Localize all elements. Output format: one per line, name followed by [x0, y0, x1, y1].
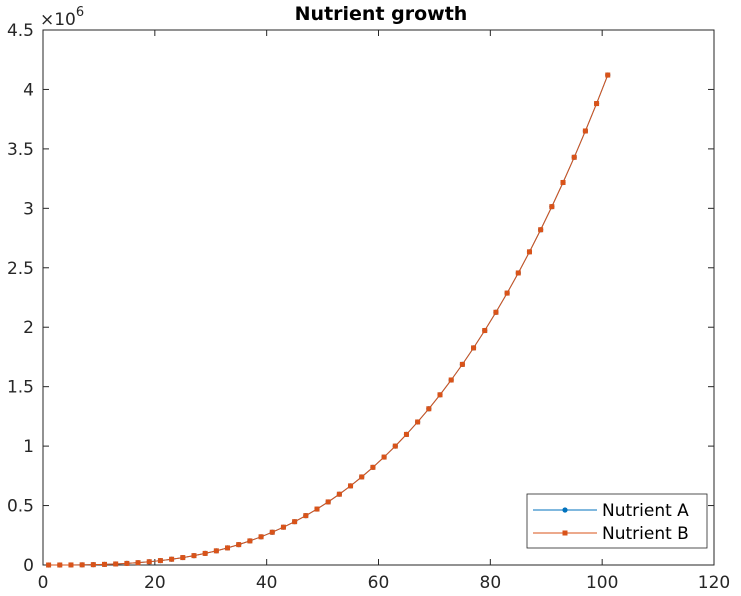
y-tick-label: 3 [23, 199, 34, 219]
data-point [180, 555, 186, 561]
data-point [370, 464, 376, 470]
data-point [191, 553, 197, 559]
data-point [471, 345, 477, 351]
data-point [426, 406, 432, 412]
data-point [68, 562, 74, 568]
y-tick-label: 0.5 [7, 497, 34, 517]
data-point [124, 560, 130, 566]
data-point [146, 559, 152, 565]
legend-marker [562, 530, 568, 536]
y-tick-label: 2.5 [7, 259, 34, 279]
data-point [582, 128, 588, 134]
data-point [504, 290, 510, 296]
data-point [102, 561, 108, 567]
data-point [157, 558, 163, 564]
data-point [46, 562, 52, 568]
legend-entry: Nutrient B [533, 524, 689, 544]
legend-label: Nutrient B [602, 524, 689, 544]
data-point [348, 483, 354, 489]
legend-label: Nutrient A [602, 501, 689, 521]
data-point [403, 431, 409, 437]
y-tick-label: 1 [23, 437, 34, 457]
y-tick-label: 0 [23, 556, 34, 576]
data-point [571, 154, 577, 160]
data-point [303, 513, 309, 519]
x-tick-label: 120 [698, 573, 730, 593]
data-point [314, 506, 320, 512]
data-point [482, 328, 488, 334]
data-point [359, 474, 365, 480]
y-tick-label: 3.5 [7, 140, 34, 160]
x-tick-label: 60 [368, 573, 390, 593]
data-point [225, 545, 231, 551]
data-point [247, 538, 253, 544]
data-point [549, 204, 555, 210]
legend-marker [562, 507, 568, 513]
series-nutrient-b [46, 72, 611, 568]
data-point [135, 560, 141, 566]
y-tick-label: 4.5 [7, 21, 34, 41]
data-point [90, 562, 96, 568]
y-axis: 0 0.5 1 1.5 2 2.5 3 3.5 4 4.5 [7, 21, 714, 576]
legend: Nutrient A Nutrient B [526, 493, 708, 549]
data-point [459, 361, 465, 367]
y-tick-label: 4 [23, 80, 34, 100]
data-point [325, 499, 331, 505]
data-point [113, 561, 119, 567]
data-point [381, 454, 387, 460]
x-tick-label: 20 [144, 573, 166, 593]
data-point [415, 419, 421, 425]
data-point [493, 309, 499, 315]
data-point [448, 377, 454, 383]
data-point [202, 550, 208, 556]
data-point [605, 72, 611, 78]
data-point [57, 562, 63, 568]
y-exponent-base: ×10 [40, 10, 76, 30]
x-tick-label: 100 [586, 573, 618, 593]
data-point [269, 529, 275, 535]
data-point [336, 491, 342, 497]
data-point [213, 548, 219, 554]
data-point [560, 179, 566, 185]
data-point [280, 524, 286, 530]
x-tick-label: 40 [256, 573, 278, 593]
data-point [392, 443, 398, 449]
y-tick-label: 2 [23, 318, 34, 338]
x-tick-label: 80 [480, 573, 502, 593]
data-point [236, 542, 242, 548]
data-point [258, 534, 264, 540]
x-axis: 0 20 40 60 80 100 120 [38, 30, 730, 593]
y-tick-label: 1.5 [7, 378, 34, 398]
data-point [594, 101, 600, 107]
y-axis-exponent: ×106 [40, 5, 84, 30]
data-point [526, 249, 532, 255]
series-layer [45, 72, 611, 568]
data-point [437, 392, 443, 398]
legend-box [526, 493, 708, 549]
x-tick-label: 0 [38, 573, 49, 593]
data-point [292, 519, 298, 525]
data-point [79, 562, 85, 568]
data-point [538, 227, 544, 233]
y-exponent-power: 6 [76, 5, 84, 20]
data-point [515, 270, 521, 276]
chart-title: Nutrient growth [295, 3, 468, 25]
data-point [169, 556, 175, 562]
legend-entry: Nutrient A [533, 501, 689, 521]
